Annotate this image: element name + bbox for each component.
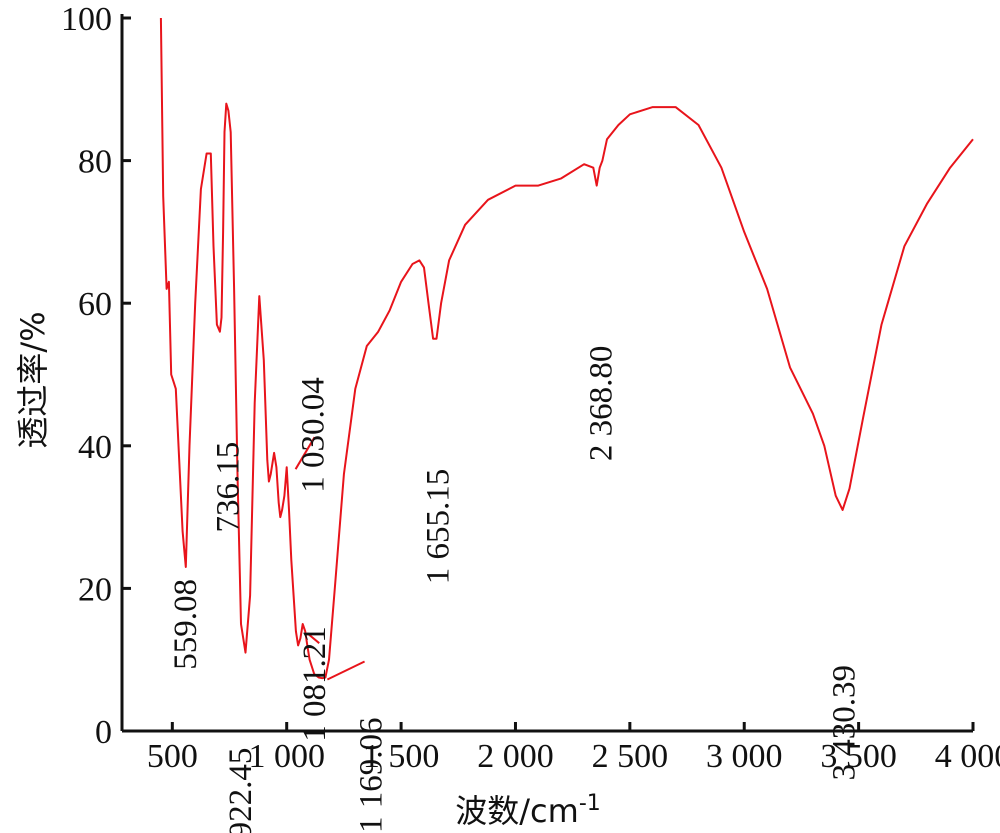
- peak-label: 1 030.04: [296, 377, 332, 493]
- y-tick-label: 100: [61, 1, 112, 38]
- y-tick-label: 20: [78, 571, 112, 608]
- peak-label: 922.45: [223, 748, 259, 833]
- spectrum-series: [159, 17, 974, 680]
- peak-label: 736.15: [210, 442, 246, 533]
- x-axis-title: 波数/cm-1: [455, 791, 601, 830]
- peak-label: 1 081.21: [297, 626, 333, 742]
- peak-label: 2 368.80: [584, 346, 620, 462]
- x-tick-label: 500: [147, 738, 198, 775]
- peak-label: 559.08: [168, 579, 204, 670]
- peak-label: 3 430.39: [827, 665, 863, 781]
- peak-leader-lines: [294, 436, 366, 681]
- peak-leader: [326, 660, 366, 681]
- y-tick-label: 40: [78, 429, 112, 466]
- y-tick-label: 0: [95, 714, 112, 751]
- axis-ticks: 500 1 000 1 500 2 000 2 500 3 000 3 500 4 000 0 2…: [61, 1, 1000, 775]
- x-tick-label: 2 500: [592, 738, 669, 775]
- x-tick-label: 1 000: [248, 738, 325, 775]
- x-tick-label: 3 500: [820, 738, 897, 775]
- y-axis-title: 透过率/%: [14, 311, 52, 448]
- x-tick-label: 2 000: [477, 738, 554, 775]
- x-tick-label: 4 000: [935, 738, 1000, 775]
- peak-leader: [306, 632, 320, 644]
- peak-label: 1 169.06: [353, 718, 389, 833]
- peak-annotations: 559.08 736.15 922.45 1 030.04 1 081.21 1 169.…: [168, 346, 863, 833]
- x-axis-title-superscript: -1: [579, 791, 601, 816]
- y-tick-label: 60: [78, 286, 112, 323]
- x-tick-label: 3 000: [706, 738, 783, 775]
- x-axis-title-text: 波数/cm: [455, 792, 579, 830]
- spectrum-line: [159, 17, 974, 680]
- x-tick-label: 1 500: [363, 738, 440, 775]
- peak-label: 1 655.15: [421, 469, 457, 585]
- y-tick-label: 80: [78, 144, 112, 181]
- axes: [120, 14, 973, 733]
- peak-leader: [294, 436, 316, 470]
